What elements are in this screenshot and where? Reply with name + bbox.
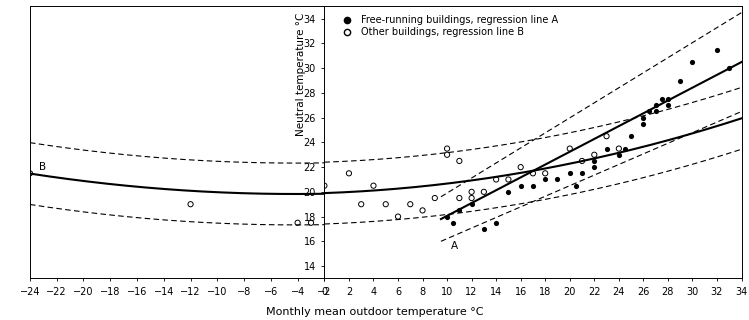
Point (539, 177, 551, 182)
Point (686, 60, 698, 65)
Point (649, 109, 661, 114)
Point (503, 189, 515, 195)
Point (601, 134, 613, 139)
Point (441, 214, 453, 219)
Point (637, 115, 649, 120)
Point (564, 146, 576, 151)
Point (466, 196, 478, 201)
Point (305, 220, 317, 225)
Point (724, 66, 736, 71)
Point (619, 146, 631, 151)
Point (662, 103, 674, 108)
Point (551, 177, 563, 182)
Point (429, 196, 441, 201)
Point (453, 196, 465, 201)
Point (380, 202, 392, 207)
Point (515, 183, 527, 188)
Point (613, 146, 625, 151)
Point (318, 183, 330, 188)
Point (453, 208, 465, 213)
Point (527, 171, 539, 176)
Point (478, 189, 490, 195)
Point (291, 220, 303, 225)
Point (466, 189, 478, 195)
Point (588, 158, 600, 164)
Point (576, 158, 588, 164)
Text: B: B (40, 162, 46, 172)
Text: Neutral temperature °C: Neutral temperature °C (296, 12, 306, 136)
Point (24, 171, 36, 176)
Text: Monthly mean outdoor temperature °C: Monthly mean outdoor temperature °C (266, 307, 483, 317)
Point (447, 220, 459, 225)
Point (643, 109, 655, 114)
Point (441, 146, 453, 151)
Point (539, 171, 551, 176)
Point (674, 78, 686, 83)
Point (662, 97, 674, 102)
Point (711, 47, 723, 52)
Point (588, 164, 600, 170)
Point (527, 183, 539, 188)
Point (404, 202, 416, 207)
Point (637, 121, 649, 126)
Point (613, 152, 625, 157)
Point (392, 214, 404, 219)
Point (490, 177, 502, 182)
Point (564, 171, 576, 176)
Point (649, 103, 661, 108)
Point (625, 134, 637, 139)
Point (368, 183, 380, 188)
Point (466, 202, 478, 207)
Point (478, 226, 490, 231)
Point (355, 202, 367, 207)
Point (184, 202, 196, 207)
Point (343, 171, 355, 176)
Point (570, 183, 582, 188)
Point (441, 152, 453, 157)
Legend: Free-running buildings, regression line A, Other buildings, regression line B: Free-running buildings, regression line … (333, 11, 562, 41)
Point (576, 171, 588, 176)
Point (601, 146, 613, 151)
Point (503, 177, 515, 182)
Point (453, 158, 465, 164)
Point (656, 97, 668, 102)
Point (416, 208, 428, 213)
Point (588, 152, 600, 157)
Point (490, 220, 502, 225)
Point (515, 164, 527, 170)
Text: A: A (451, 241, 458, 251)
